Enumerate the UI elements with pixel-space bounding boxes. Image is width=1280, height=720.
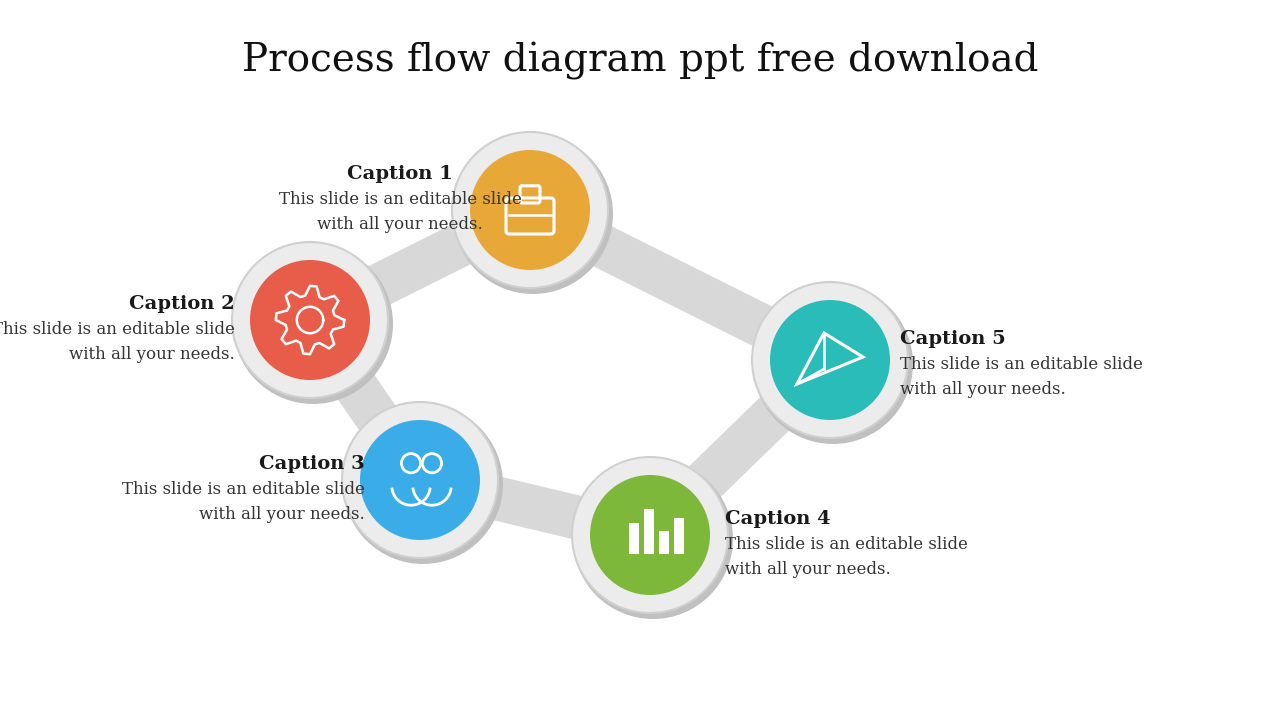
Text: This slide is an editable slide
with all your needs.: This slide is an editable slide with all… — [900, 356, 1143, 397]
Circle shape — [561, 214, 604, 258]
Polygon shape — [675, 518, 685, 554]
Circle shape — [233, 244, 393, 404]
Polygon shape — [572, 217, 787, 354]
Circle shape — [753, 284, 913, 444]
Circle shape — [590, 475, 710, 595]
Circle shape — [343, 404, 503, 564]
Circle shape — [452, 132, 608, 288]
Text: Process flow diagram ppt free download: Process flow diagram ppt free download — [242, 42, 1038, 80]
Circle shape — [454, 472, 499, 516]
Polygon shape — [659, 531, 669, 554]
Text: This slide is an editable slide
with all your needs.: This slide is an editable slide with all… — [0, 321, 236, 363]
Circle shape — [232, 242, 388, 398]
Text: This slide is an editable slide
with all your needs.: This slide is an editable slide with all… — [279, 191, 521, 233]
Text: Caption 1: Caption 1 — [347, 165, 453, 183]
Text: Caption 2: Caption 2 — [129, 295, 236, 313]
Circle shape — [453, 134, 613, 294]
Circle shape — [360, 420, 480, 540]
Circle shape — [321, 346, 365, 390]
Text: Caption 4: Caption 4 — [724, 510, 831, 528]
Polygon shape — [644, 509, 654, 554]
Text: This slide is an editable slide
with all your needs.: This slide is an editable slide with all… — [724, 536, 968, 577]
Text: Caption 5: Caption 5 — [900, 330, 1006, 348]
Circle shape — [470, 150, 590, 270]
Circle shape — [340, 272, 384, 316]
Circle shape — [765, 379, 810, 423]
Polygon shape — [352, 217, 488, 313]
Circle shape — [771, 300, 890, 420]
Circle shape — [669, 472, 714, 516]
Polygon shape — [628, 523, 639, 554]
Circle shape — [572, 457, 728, 613]
Circle shape — [753, 282, 908, 438]
Circle shape — [755, 312, 800, 356]
Text: Caption 3: Caption 3 — [260, 455, 365, 473]
Circle shape — [573, 459, 733, 619]
Polygon shape — [472, 472, 598, 543]
Polygon shape — [325, 356, 404, 444]
Circle shape — [456, 214, 499, 258]
Circle shape — [250, 260, 370, 380]
Circle shape — [365, 410, 408, 454]
Circle shape — [571, 500, 616, 544]
Circle shape — [342, 402, 498, 558]
Text: This slide is an editable slide
with all your needs.: This slide is an editable slide with all… — [122, 481, 365, 523]
Polygon shape — [677, 385, 804, 510]
